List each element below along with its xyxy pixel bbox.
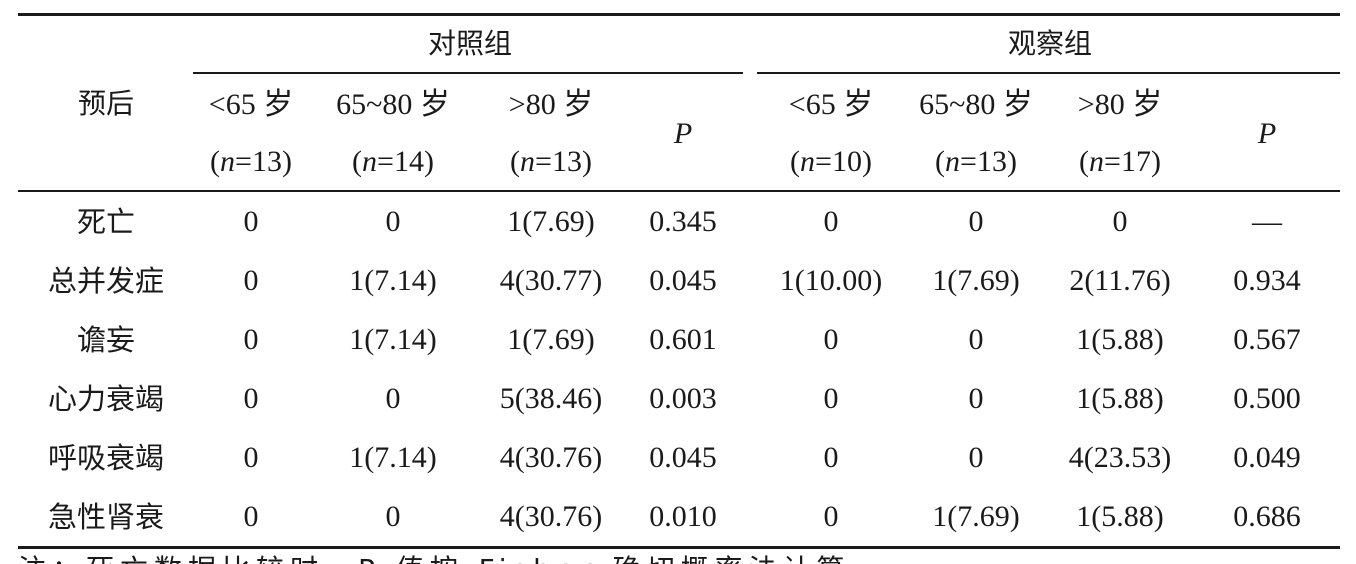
table-cell: 0 [243,441,259,474]
table-cell: 0 [243,264,259,297]
table-cell: 1(10.00) [779,264,883,297]
table-cell: 0 [243,323,259,356]
p-value-header: P [1257,117,1277,150]
table-cell: 0.601 [649,323,717,356]
table-cell: 0.500 [1233,382,1301,415]
table-cell: 0.045 [649,441,717,474]
table-cell: 0.010 [649,500,717,533]
table-cell: 0 [385,382,401,415]
table-cell: 0.345 [649,205,717,238]
table-cell: 0 [243,500,259,533]
table-cell: 4(30.76) [499,441,603,474]
table-cell: 0 [823,500,839,533]
table-cell: 0.686 [1233,500,1301,533]
table-cell: 0.049 [1233,441,1301,474]
age-group-header: <65 岁 [208,88,294,121]
group-header-control: 对照组 [427,27,513,60]
table-cell: 1(7.14) [349,323,437,356]
footnote-clipped: 注：死亡数据比较时，P 值按 Fisher 确切概率法计算 [18,552,1338,564]
table-cell: 1(7.69) [507,205,595,238]
table-cell: 1(7.69) [507,323,595,356]
table-cell: 0.934 [1233,264,1301,297]
table-cell: 0 [823,323,839,356]
age-group-header: 65~80 岁 [336,88,450,121]
table-cell: — [1252,205,1282,238]
row-label: 总并发症 [47,264,165,298]
group-rule-control [193,72,743,74]
age-group-header: <65 岁 [788,88,874,121]
sample-size-label: (n=13) [210,145,292,178]
table-cell: 1(7.69) [932,264,1020,297]
age-group-header: >80 岁 [1077,88,1163,121]
header-rule [18,190,1340,192]
age-group-header: 65~80 岁 [919,88,1033,121]
row-label: 心力衰竭 [47,382,165,416]
table-cell: 4(23.53) [1068,441,1172,474]
table-cell: 0 [968,205,984,238]
table-cell: 1(7.14) [349,264,437,297]
sample-size-label: (n=13) [935,145,1017,178]
footnote-text: 注：死亡数据比较时，P 值按 Fisher 确切概率法计算 [18,552,851,564]
row-label: 死亡 [76,205,136,239]
table-cell: 1(7.14) [349,441,437,474]
table-cell: 0 [385,205,401,238]
sample-size-label: (n=10) [790,145,872,178]
table-cell: 0 [1112,205,1128,238]
top-rule [18,13,1340,16]
table-cell: 0 [823,205,839,238]
table-cell: 0 [243,382,259,415]
table-cell: 1(5.88) [1076,323,1164,356]
sample-size-label: (n=14) [352,145,434,178]
table-cell: 5(38.46) [499,382,603,415]
table-cell: 1(5.88) [1076,382,1164,415]
sample-size-label: (n=17) [1079,145,1161,178]
p-value-header: P [673,117,693,150]
bottom-rule [18,546,1340,549]
table-cell: 0 [968,441,984,474]
table-cell: 0 [823,441,839,474]
table-cell: 2(11.76) [1069,264,1171,297]
table-cell: 0 [385,500,401,533]
row-label: 谵妄 [76,323,136,357]
table-cell: 1(5.88) [1076,500,1164,533]
row-header: 预后 [77,87,135,120]
table-cell: 4(30.76) [499,500,603,533]
row-label: 急性肾衰 [47,500,165,534]
table-cell: 0 [243,205,259,238]
table-cell: 0 [968,323,984,356]
table-cell: 1(7.69) [932,500,1020,533]
table-cell: 0 [968,382,984,415]
row-label: 呼吸衰竭 [47,441,165,475]
table-cell: 0.567 [1233,323,1301,356]
group-rule-observation [757,72,1340,74]
table-cell: 0.003 [649,382,717,415]
table-cell: 0 [823,382,839,415]
sample-size-label: (n=13) [510,145,592,178]
group-header-observation: 观察组 [1007,27,1093,60]
table-cell: 4(30.77) [499,264,603,297]
age-group-header: >80 岁 [508,88,594,121]
table-cell: 0.045 [649,264,717,297]
